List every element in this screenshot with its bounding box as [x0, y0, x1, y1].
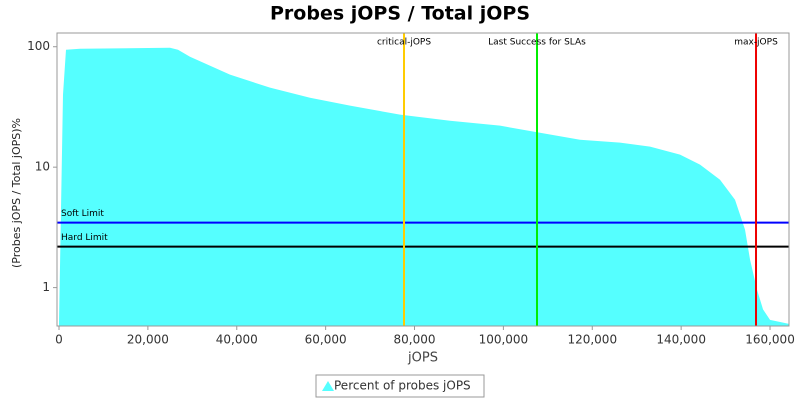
- x-axis-label: jOPS: [407, 351, 438, 366]
- legend-label: Percent of probes jOPS: [334, 379, 471, 393]
- x-tick-label: 20,000: [127, 333, 169, 347]
- y-tick-label: 100: [27, 39, 50, 53]
- chart-title: Probes jOPS / Total jOPS: [270, 3, 530, 25]
- plot-frame: [56, 32, 790, 327]
- x-tick-label: 160,000: [745, 333, 795, 347]
- y-tick-label: 10: [35, 160, 50, 174]
- legend-box: [315, 374, 485, 398]
- y-axis-label: (Probes jOPS / Total jOPS)%: [10, 118, 23, 268]
- x-tick-label: 60,000: [305, 333, 347, 347]
- marker-label: max-jOPS: [734, 38, 778, 48]
- x-tick-label: 120,000: [567, 333, 617, 347]
- x-tick-label: 140,000: [656, 333, 706, 347]
- legend-marker: [322, 381, 334, 391]
- limit-label: Soft Limit: [61, 209, 104, 219]
- limit-label: Hard Limit: [61, 233, 108, 243]
- x-tick-label: 0: [55, 333, 63, 347]
- x-tick-label: 80,000: [394, 333, 436, 347]
- x-tick-label: 40,000: [216, 333, 258, 347]
- area: [58, 47, 789, 326]
- x-tick-label: 100,000: [479, 333, 529, 347]
- marker-label: Last Success for SLAs: [488, 38, 586, 48]
- marker-label: critical-jOPS: [377, 38, 431, 48]
- y-tick-label: 1: [42, 280, 50, 294]
